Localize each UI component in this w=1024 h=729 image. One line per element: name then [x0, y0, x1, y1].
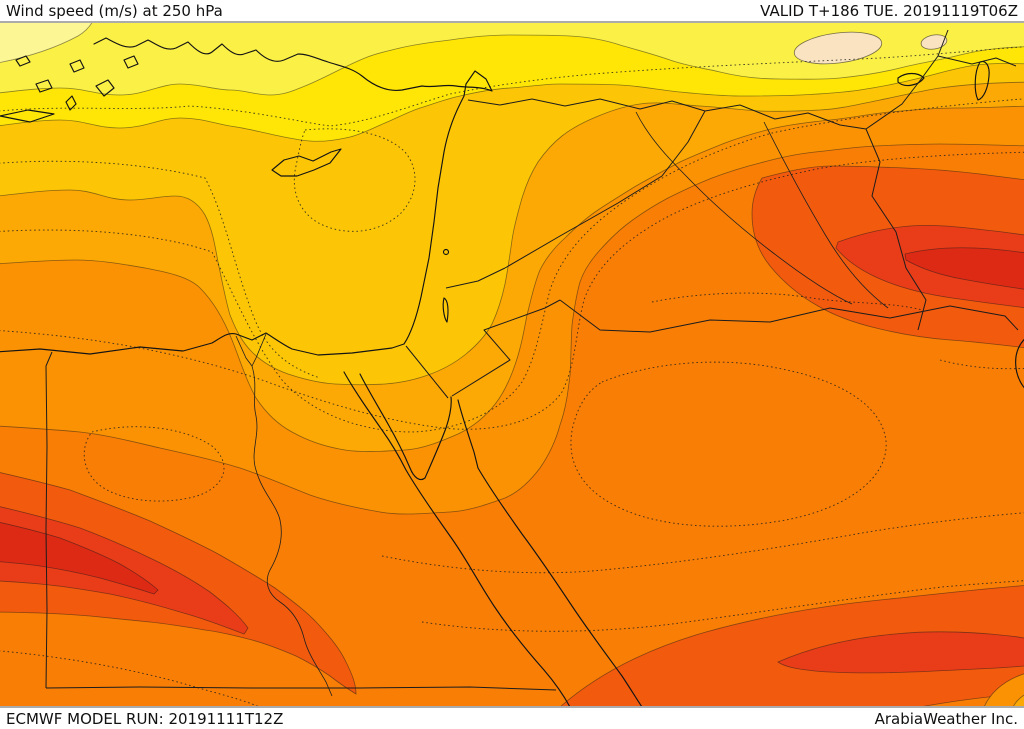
turkey-syria-iraq-border [467, 98, 867, 130]
syria-jordan-border [445, 267, 506, 289]
contour-cell-cream [793, 31, 883, 65]
model-run-label: ECMWF MODEL RUN: 20191111T12Z [6, 709, 284, 728]
tigris-river [763, 121, 889, 309]
brand-label: ArabiaWeather Inc. [874, 709, 1018, 728]
contour-core-dark-red-southwest [0, 521, 159, 595]
contour-band-corner-orange [983, 673, 1024, 707]
red-sea-arabian-coast [457, 399, 643, 707]
map-footer: ECMWF MODEL RUN: 20191111T12Z ArabiaWeat… [0, 707, 1024, 729]
turkey-caucasus-borders [865, 29, 1017, 130]
map-header: Wind speed (m/s) at 250 hPa VALID T+186 … [0, 0, 1024, 22]
jordan-saudi-border [451, 299, 561, 397]
contour-band-red-south [777, 631, 1024, 674]
valid-time-label: VALID T+186 TUE. 20191119T06Z [760, 1, 1018, 20]
isotach-dotted-contours [0, 46, 1024, 707]
syria-iraq-border [504, 110, 706, 269]
rivers [235, 111, 889, 697]
lake-van [897, 72, 925, 87]
mediterranean-coastline [0, 37, 493, 356]
euphrates-river [635, 111, 853, 305]
contour-band-pale-yellow [0, 22, 93, 63]
persian-gulf-coast [1015, 338, 1024, 389]
contour-band-bright-yellow [0, 22, 1024, 96]
lake-urmia [974, 61, 990, 101]
egypt-libya-border [45, 351, 53, 689]
red-sea-african-coast [343, 371, 571, 707]
country-borders [45, 29, 1019, 691]
iraq-saudi-border [559, 299, 1019, 333]
sea-of-galilee [442, 248, 450, 256]
contour-cell-cream-small [920, 34, 948, 50]
sinai-coast [359, 373, 452, 481]
contour-core-dark-red-east [904, 247, 1024, 290]
nile-river [235, 333, 333, 697]
iraq-iran-border [865, 128, 927, 331]
dead-sea [442, 297, 449, 323]
cyprus-island [271, 148, 342, 177]
egypt-israel-border [405, 345, 449, 399]
map-title: Wind speed (m/s) at 250 hPa [6, 1, 223, 20]
egypt-sudan-border [45, 686, 557, 691]
coastlines [0, 37, 1024, 707]
aegean-islands [0, 55, 139, 123]
